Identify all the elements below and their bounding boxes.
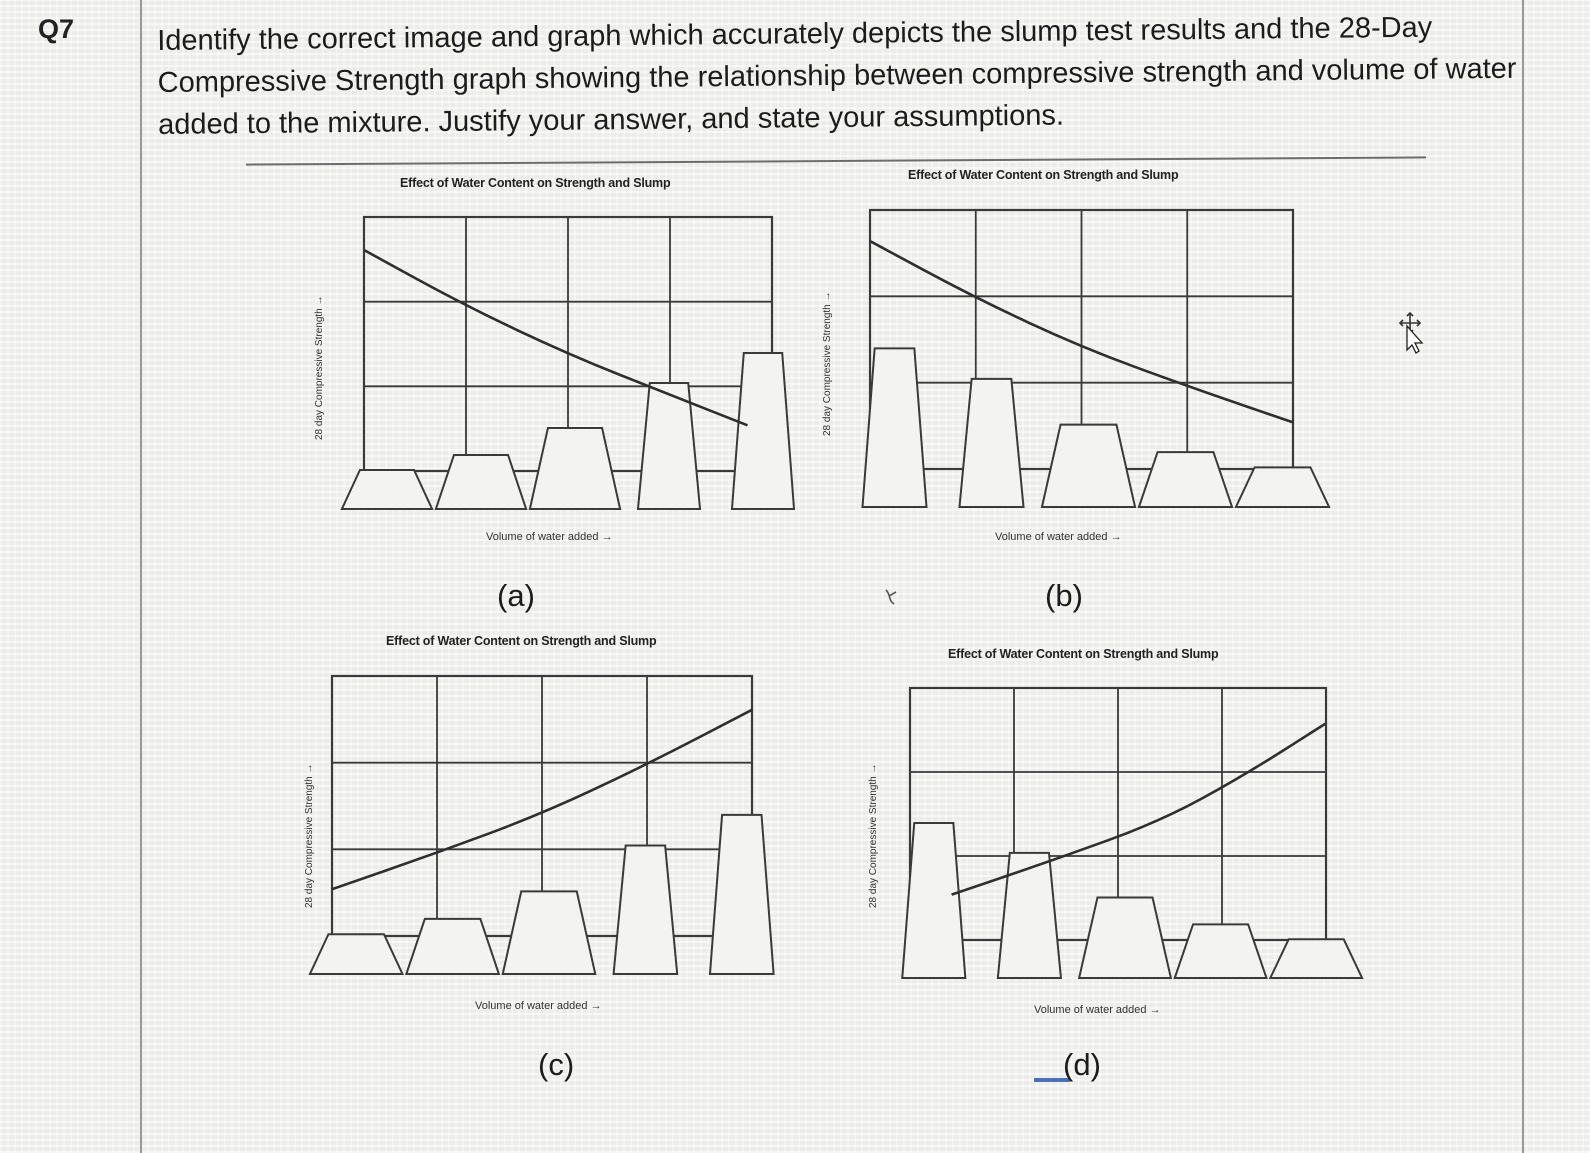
chart-c-title: Effect of Water Content on Strength and … (386, 634, 657, 648)
question-text: Identify the correct image and graph whi… (157, 11, 1517, 141)
slump-cone (612, 844, 679, 975)
slump-cone (1040, 423, 1137, 508)
blue-underline-mark (1034, 1078, 1070, 1082)
strength-curve (951, 722, 1327, 896)
chart-b (861, 208, 1331, 508)
move-cursor-icon (1398, 311, 1424, 354)
slump-cone (308, 933, 405, 975)
chart-a-xlabel: Volume of water added → (486, 531, 613, 543)
panel-label-d: (d) (1063, 1047, 1101, 1082)
slump-cone (1077, 896, 1173, 979)
panel-label-c: (c) (538, 1047, 575, 1082)
slump-cone (1268, 938, 1364, 979)
slump-cone (1173, 923, 1268, 979)
slump-cone (1137, 451, 1234, 508)
chart-d (901, 686, 1364, 979)
slump-cone (958, 377, 1025, 508)
strength-curve (363, 248, 748, 427)
slump-cone (434, 454, 528, 510)
panel-label-b: (b) (1045, 578, 1083, 613)
chart-a (340, 215, 796, 510)
slump-cone (901, 822, 967, 979)
chart-c (308, 674, 775, 975)
slump-cone (996, 851, 1063, 979)
table-column-divider-right (1522, 0, 1524, 1153)
slump-cone (861, 347, 928, 508)
slump-cone (636, 382, 702, 510)
chart-d-ylabel: 28 day Compressive Strength → (868, 763, 879, 908)
panel-label-a: (a) (497, 578, 535, 613)
chart-a-ylabel: 28 day Compressive Strength → (314, 295, 325, 440)
chart-b-xlabel: Volume of water added → (995, 531, 1122, 543)
slump-cone (708, 813, 775, 975)
slump-cone (404, 917, 501, 975)
chart-c-xlabel: Volume of water added → (475, 1000, 602, 1012)
slump-cone (340, 469, 434, 510)
chart-b-ylabel: 28 day Compressive Strength → (822, 291, 833, 436)
chart-a-title: Effect of Water Content on Strength and … (400, 176, 671, 190)
table-column-divider (140, 0, 142, 1153)
slump-cone (528, 427, 622, 510)
slump-cone (1234, 466, 1331, 508)
paper-smudge (885, 589, 897, 605)
strength-curve (331, 708, 753, 891)
slump-cone (730, 352, 796, 510)
chart-b-title: Effect of Water Content on Strength and … (908, 168, 1179, 182)
chart-d-xlabel: Volume of water added → (1034, 1004, 1161, 1016)
strength-curve (869, 239, 1294, 424)
question-number: Q7 (38, 14, 75, 44)
chart-d-title: Effect of Water Content on Strength and … (948, 647, 1219, 661)
slump-cone (501, 890, 597, 975)
